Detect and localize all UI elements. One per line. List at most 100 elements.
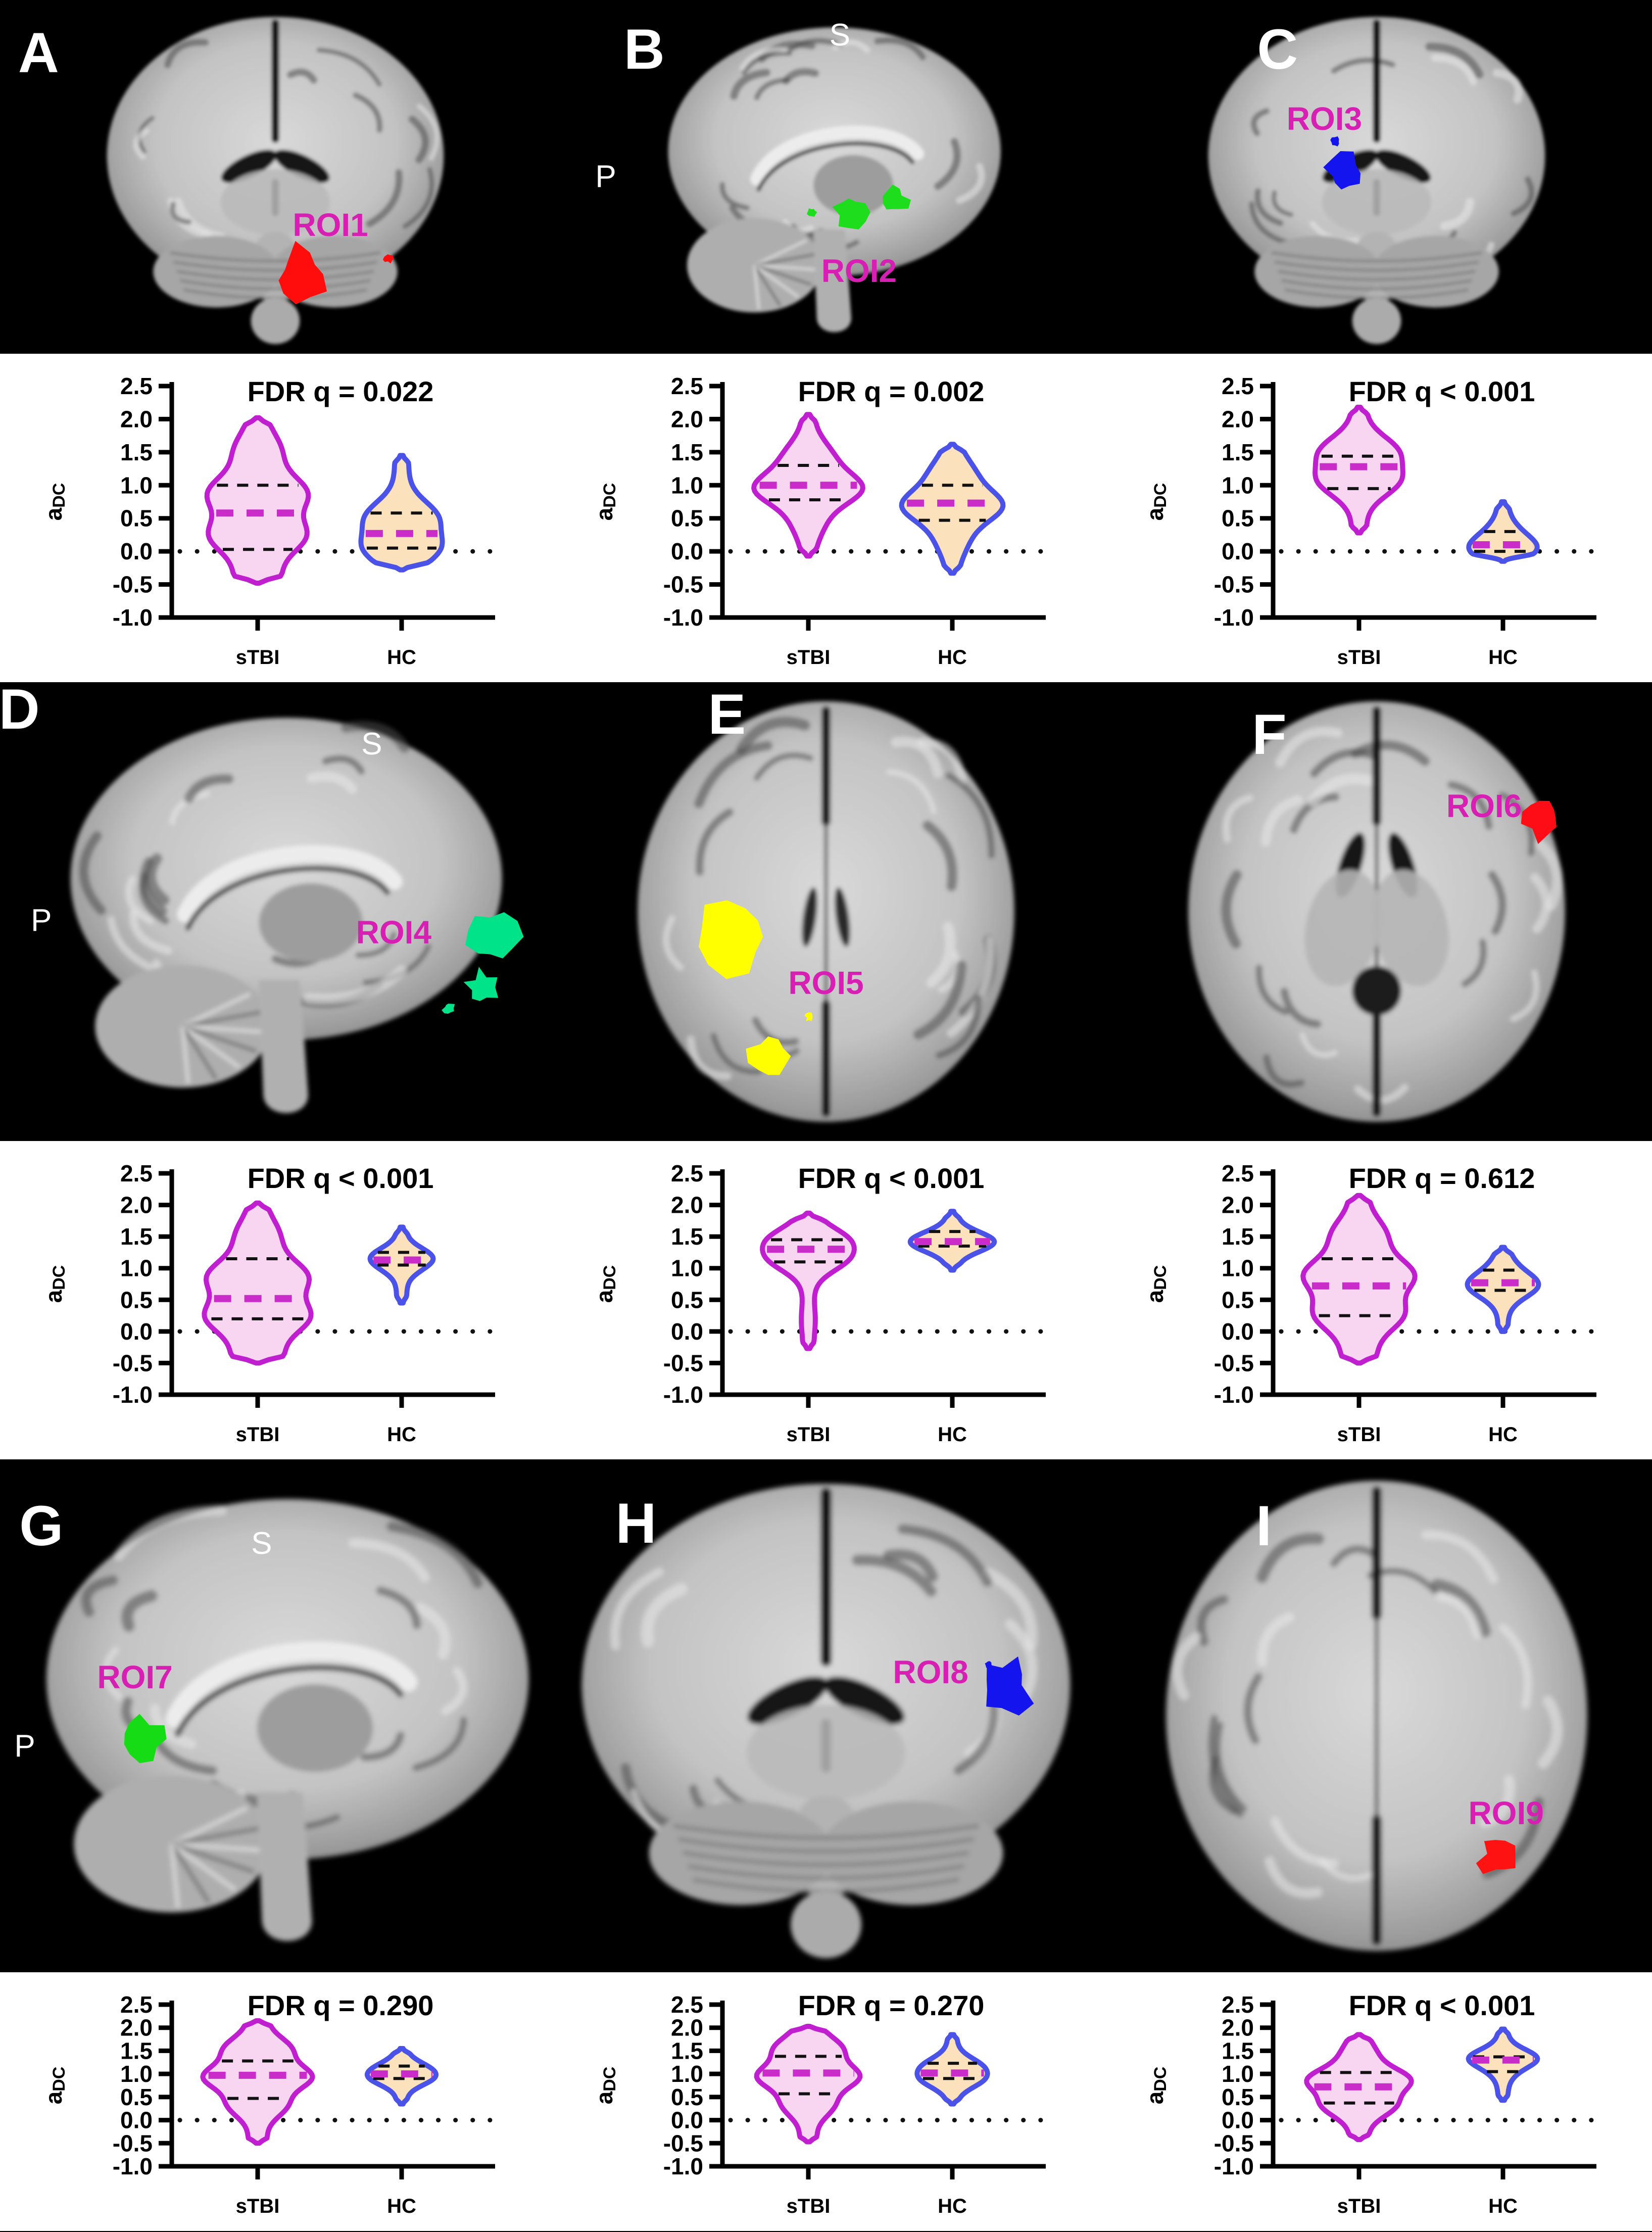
brain-slice-coronal-icon — [551, 1459, 1101, 1972]
x-category-label: HC — [938, 1423, 967, 1446]
y-tick-label: -0.5 — [113, 572, 153, 598]
violin-chart-H: 2.52.01.51.00.50.0-0.5-1.0 aDC FDR q = 0.2… — [551, 1972, 1101, 2231]
violin-sTBI — [202, 1200, 314, 1366]
y-tick-label: 2.5 — [1222, 1160, 1254, 1186]
y-tick-label: 1.5 — [1222, 439, 1254, 465]
y-tick-label: 0.5 — [120, 2084, 153, 2110]
violin-sTBI — [200, 2018, 315, 2146]
y-tick-label: 1.0 — [1222, 472, 1254, 498]
violin-chart-G: 2.52.01.51.00.50.0-0.5-1.0 aDC FDR q = 0.2… — [0, 1972, 551, 2231]
y-tick-label: 1.0 — [120, 2061, 153, 2087]
y-tick-label: 2.0 — [671, 1192, 703, 1218]
y-tick-label: 0.0 — [1222, 538, 1254, 564]
panel-D: D S P ROI4 2.5 2.0 1.5 1.0 0.5 0.0 -0.5 -1.0 aDC… — [0, 682, 551, 1459]
violin-plot-I: 2.5 2.0 1.5 1.0 0.5 0.0 -0.5 -1.0 aDC FDR q < 0.0… — [1101, 1972, 1652, 2231]
y-tick-label: 1.0 — [671, 472, 703, 498]
brain-image-F: F ROI6 — [1101, 682, 1652, 1141]
x-category-label: sTBI — [236, 646, 280, 669]
y-tick-label: 0.5 — [120, 505, 153, 532]
y-tick-label: 2.0 — [671, 2015, 703, 2041]
y-tick-label: 2.5 — [1222, 1991, 1254, 2018]
violin-plot-B: 2.5 2.0 1.5 1.0 0.5 0.0 -0.5 -1.0 aDC FDR q = 0.0… — [551, 354, 1101, 682]
panel-C: C ROI3 2.5 2.0 1.5 1.0 0.5 0.0 -0.5 -1.0 aDC FDR … — [1101, 0, 1652, 682]
y-tick-label: -0.5 — [1214, 2130, 1254, 2156]
violin-sTBI — [1300, 1193, 1418, 1366]
violin-chart-F: 2.5 2.0 1.5 1.0 0.5 0.0 -0.5 -1.0 aDC FDR q = 0.6… — [1101, 1141, 1652, 1459]
y-tick-label: 0.0 — [671, 538, 703, 564]
panel-F: F ROI6 2.5 2.0 1.5 1.0 0.5 0.0 -0.5 -1.0 aDC FDR … — [1101, 682, 1652, 1459]
panel-G: G S P ROI7 2.5 2.0 1.5 1.0 0.5 0.0 -0.5 -1.0 aDC… — [0, 1459, 551, 2231]
brain-image-C: C ROI3 — [1101, 0, 1652, 354]
violin-HC — [914, 2032, 990, 2107]
x-category-label: sTBI — [787, 2195, 831, 2217]
y-tick-label: 2.5 — [120, 373, 153, 399]
brain-slice-axial-icon — [1101, 1459, 1652, 1972]
x-category-label: HC — [1488, 2195, 1518, 2217]
fdr-title: FDR q < 0.001 — [798, 1162, 985, 1194]
violin-chart-C: 2.5 2.0 1.5 1.0 0.5 0.0 -0.5 -1.0 aDC FDR q < 0.0… — [1101, 354, 1652, 682]
violin-chart-E: 2.5 2.0 1.5 1.0 0.5 0.0 -0.5 -1.0 aDC FDR q < 0.0… — [551, 1141, 1101, 1459]
brain-art — [581, 1484, 1071, 1959]
fdr-title: FDR q = 0.612 — [1349, 1162, 1535, 1194]
brain-slice-coronal-icon — [1101, 0, 1652, 354]
x-category-label: HC — [1488, 1423, 1518, 1446]
y-tick-label: 0.0 — [120, 538, 153, 564]
x-category-label: sTBI — [1337, 2195, 1381, 2217]
brain-art — [1188, 701, 1565, 1122]
y-tick-label: 1.0 — [1222, 1255, 1254, 1281]
y-tick-label: 2.5 — [671, 1991, 703, 2018]
fdr-title: FDR q = 0.270 — [798, 1989, 985, 2021]
brain-slice-sagittal-icon — [551, 0, 1101, 354]
x-category-label: HC — [387, 646, 416, 669]
y-axis-label: aDC — [40, 483, 69, 521]
fdr-title: FDR q = 0.290 — [248, 1989, 434, 2021]
y-tick-label: 1.5 — [120, 2037, 153, 2064]
y-tick-label: -1.0 — [1214, 1382, 1254, 1408]
y-tick-label: -1.0 — [1214, 2153, 1254, 2179]
brain-slice-axial-icon — [1101, 682, 1652, 1141]
violin-plot-E: 2.5 2.0 1.5 1.0 0.5 0.0 -0.5 -1.0 aDC FDR q < 0.0… — [551, 1141, 1101, 1459]
brain-image-B: B S P ROI2 — [551, 0, 1101, 354]
fdr-title: FDR q < 0.001 — [1349, 1989, 1535, 2021]
y-axis-label: aDC — [591, 483, 619, 521]
x-category-label: sTBI — [236, 2195, 280, 2217]
y-tick-label: -0.5 — [1214, 1350, 1254, 1376]
brain-art — [46, 1499, 529, 1941]
y-tick-label: -1.0 — [113, 604, 153, 631]
y-tick-label: -1.0 — [663, 604, 703, 631]
violin-HC — [1466, 2026, 1540, 2103]
y-tick-label: 2.5 — [1222, 373, 1254, 399]
violin-sTBI — [751, 412, 865, 559]
y-tick-label: 0.5 — [120, 1287, 153, 1313]
y-tick-label: -1.0 — [113, 2153, 153, 2179]
brain-art — [638, 701, 1014, 1122]
panel-E: E ROI5 2.5 2.0 1.5 1.0 0.5 0.0 -0.5 -1.0 aDC FDR … — [551, 682, 1101, 1459]
y-tick-label: 2.5 — [120, 1160, 153, 1186]
y-tick-label: 1.5 — [671, 439, 703, 465]
brain-image-G: G S P ROI7 — [0, 1459, 551, 1972]
y-tick-label: 2.0 — [671, 406, 703, 432]
y-tick-label: 1.5 — [671, 2037, 703, 2064]
y-tick-label: -0.5 — [113, 1350, 153, 1376]
y-tick-label: 2.0 — [120, 1192, 153, 1218]
x-category-label: sTBI — [236, 1423, 280, 1446]
brain-image-A: A ROI1 — [0, 0, 551, 354]
violin-plot-A: 2.5 2.0 1.5 1.0 0.5 0.0 -0.5 -1.0 aDC FDR q = 0.0… — [0, 354, 551, 682]
y-tick-label: -0.5 — [113, 2130, 153, 2156]
y-tick-label: 0.5 — [1222, 2084, 1254, 2110]
brain-slice-sagittal-icon — [0, 1459, 551, 1972]
roi-overlay-ROI9 — [1476, 1840, 1516, 1874]
y-tick-label: 0.0 — [1222, 1318, 1254, 1345]
y-tick-label: -1.0 — [663, 2153, 703, 2179]
y-tick-label: 2.0 — [120, 2015, 153, 2041]
panel-A: A ROI1 2.5 2.0 1.5 1.0 0.5 0.0 -0.5 -1.0 aDC FDR … — [0, 0, 551, 682]
panel-I: I ROI9 2.5 2.0 1.5 1.0 0.5 0.0 -0.5 -1.0 aDC FDR … — [1101, 1459, 1652, 2231]
y-tick-label: 0.0 — [671, 2107, 703, 2133]
y-axis-label: aDC — [591, 2067, 619, 2105]
fdr-title: FDR q < 0.001 — [248, 1162, 434, 1194]
y-tick-label: 0.5 — [1222, 505, 1254, 532]
